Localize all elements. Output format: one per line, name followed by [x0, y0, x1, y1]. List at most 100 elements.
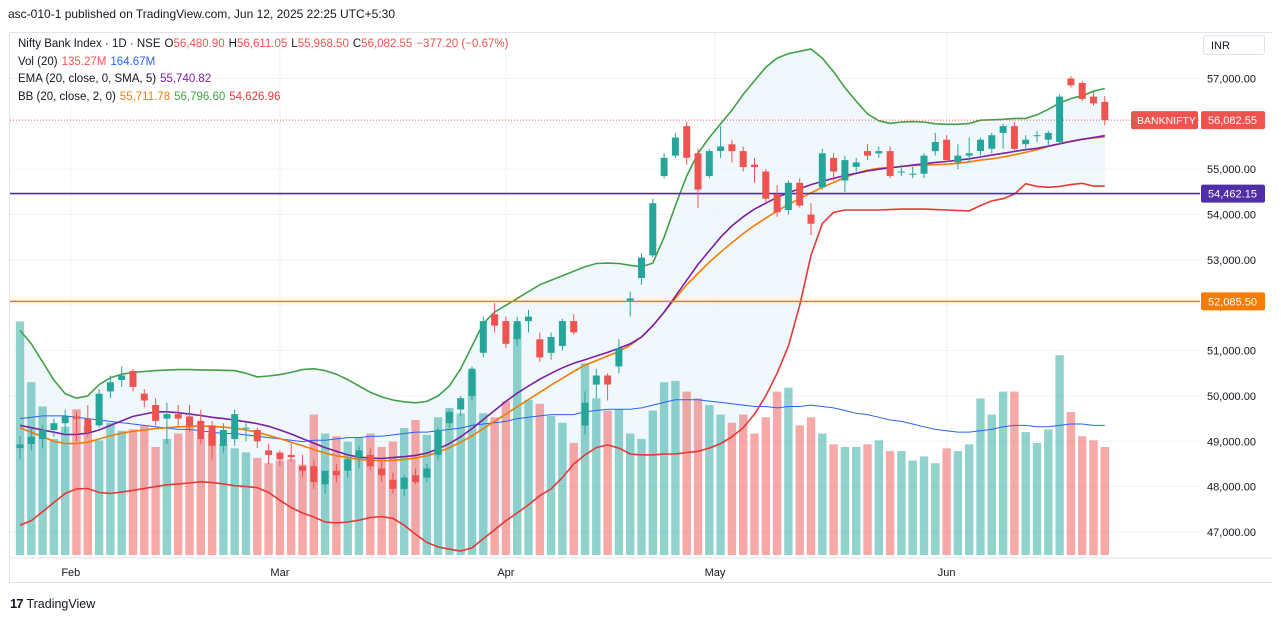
legend-volume-row[interactable]: Vol (20) 135.27M 164.67M [18, 54, 512, 72]
volume-bar [106, 422, 115, 555]
candle-body [739, 151, 747, 167]
time-tick-label: May [705, 567, 726, 579]
volume-bar [852, 447, 861, 555]
volume-bar [151, 447, 160, 555]
candle-body [1022, 139, 1030, 145]
candle-body [219, 430, 227, 446]
volume-bar [829, 444, 838, 555]
candle-body [400, 477, 408, 489]
candle-body [468, 368, 476, 396]
volume-bar [569, 442, 578, 555]
candle-body [525, 316, 532, 322]
volume-bar [795, 425, 804, 555]
price-level-tag [1201, 292, 1265, 311]
volume-bar [332, 436, 341, 555]
legend-ema-row[interactable]: EMA (20, close, 0, SMA, 5) 55,740.82 [18, 71, 512, 89]
candle-body [683, 126, 691, 158]
volume-bar [682, 391, 691, 555]
bb-upper-line [19, 48, 1105, 404]
price-level-tag [1201, 184, 1265, 203]
volume-bar [908, 460, 917, 555]
volume-bar [931, 463, 940, 555]
candle-body [457, 398, 465, 410]
candle-body [841, 160, 849, 181]
volume-bar [241, 452, 251, 555]
candle-body [762, 171, 770, 199]
legend-bb-lower: 54,626.96 [229, 90, 281, 103]
volume-bar [693, 398, 703, 555]
volume-bar [592, 398, 601, 555]
volume-bar [1078, 436, 1087, 555]
legend-symbol[interactable]: Nifty Bank Index · 1D · NSE [18, 38, 161, 50]
legend-open: 56,480.90 [173, 38, 225, 50]
candle-body [73, 416, 80, 419]
volume-bar [207, 433, 217, 555]
volume-bar [874, 440, 883, 556]
price-tick-label: 48,000.00 [1207, 482, 1256, 494]
price-tick-label: 57,000.00 [1207, 74, 1256, 86]
candle-body [423, 468, 431, 478]
volume-bar [614, 409, 624, 555]
candle-body [231, 414, 239, 439]
price-tick-label: 49,000.00 [1207, 436, 1256, 448]
candle-body [1010, 126, 1018, 149]
candle-body [751, 164, 758, 167]
candle-body [773, 194, 781, 213]
volume-bar [490, 417, 499, 555]
candle-body [366, 454, 374, 467]
legend-bb-row[interactable]: BB (20, close, 2, 0) 55,711.78 56,796.60 54… [18, 89, 512, 107]
volume-bar [953, 451, 963, 556]
volume-bar [942, 448, 951, 556]
candle-body [570, 321, 578, 333]
volume-bar [998, 391, 1008, 555]
volume-bar [626, 433, 635, 555]
volume-bar [1066, 411, 1076, 555]
candle-body [84, 418, 92, 433]
volume-bar [366, 433, 375, 555]
price-tick-label: 50,000.00 [1207, 391, 1256, 403]
candle-body [807, 214, 815, 224]
volume-bar [1010, 391, 1019, 555]
volume-bar [388, 441, 398, 555]
candle-body [931, 142, 939, 152]
legend-ema-label: EMA (20, close, 0, SMA, 5) [18, 73, 157, 85]
volume-bar [1089, 440, 1098, 556]
legend-bb-label: BB (20, close, 2, 0) [18, 90, 116, 103]
candle-body [1033, 135, 1041, 137]
price-tick-label: 55,000.00 [1207, 164, 1256, 176]
volume-bar [818, 433, 827, 555]
volume-bar [128, 429, 138, 555]
candle-body [186, 416, 193, 426]
candle-body [276, 452, 284, 460]
candle-body [649, 203, 657, 256]
candle-body [694, 153, 702, 190]
volume-bar [750, 433, 759, 555]
volume-bar [219, 444, 228, 555]
candle-body [412, 475, 419, 483]
volume-bar [987, 414, 996, 555]
candle-body [818, 153, 826, 188]
footer-brand-text: TradingView [26, 596, 96, 611]
legend-low-label: L [291, 38, 298, 50]
legend-open-label: O [164, 38, 174, 50]
last-price-tag [1201, 111, 1265, 130]
volume-bar [320, 433, 330, 555]
volume-bar [772, 391, 782, 555]
candle-body [717, 146, 725, 151]
volume-bar [49, 438, 59, 555]
candle-body [39, 430, 47, 440]
volume-bar [343, 441, 352, 555]
volume-bar [648, 410, 657, 555]
chart-legend: Nifty Bank Index · 1D · NSE O56,480.90 H56… [18, 36, 512, 106]
volume-bar [806, 417, 816, 555]
candle-body [954, 155, 962, 163]
footer-brand[interactable]: 17 TradingView [10, 596, 95, 611]
volume-bar [784, 387, 793, 555]
currency-selector[interactable]: INR [1203, 35, 1265, 55]
volume-bar [83, 425, 92, 555]
candle-body [253, 430, 261, 442]
volume-bar [501, 401, 511, 555]
candle-body [886, 151, 894, 176]
candle-body [558, 321, 566, 346]
